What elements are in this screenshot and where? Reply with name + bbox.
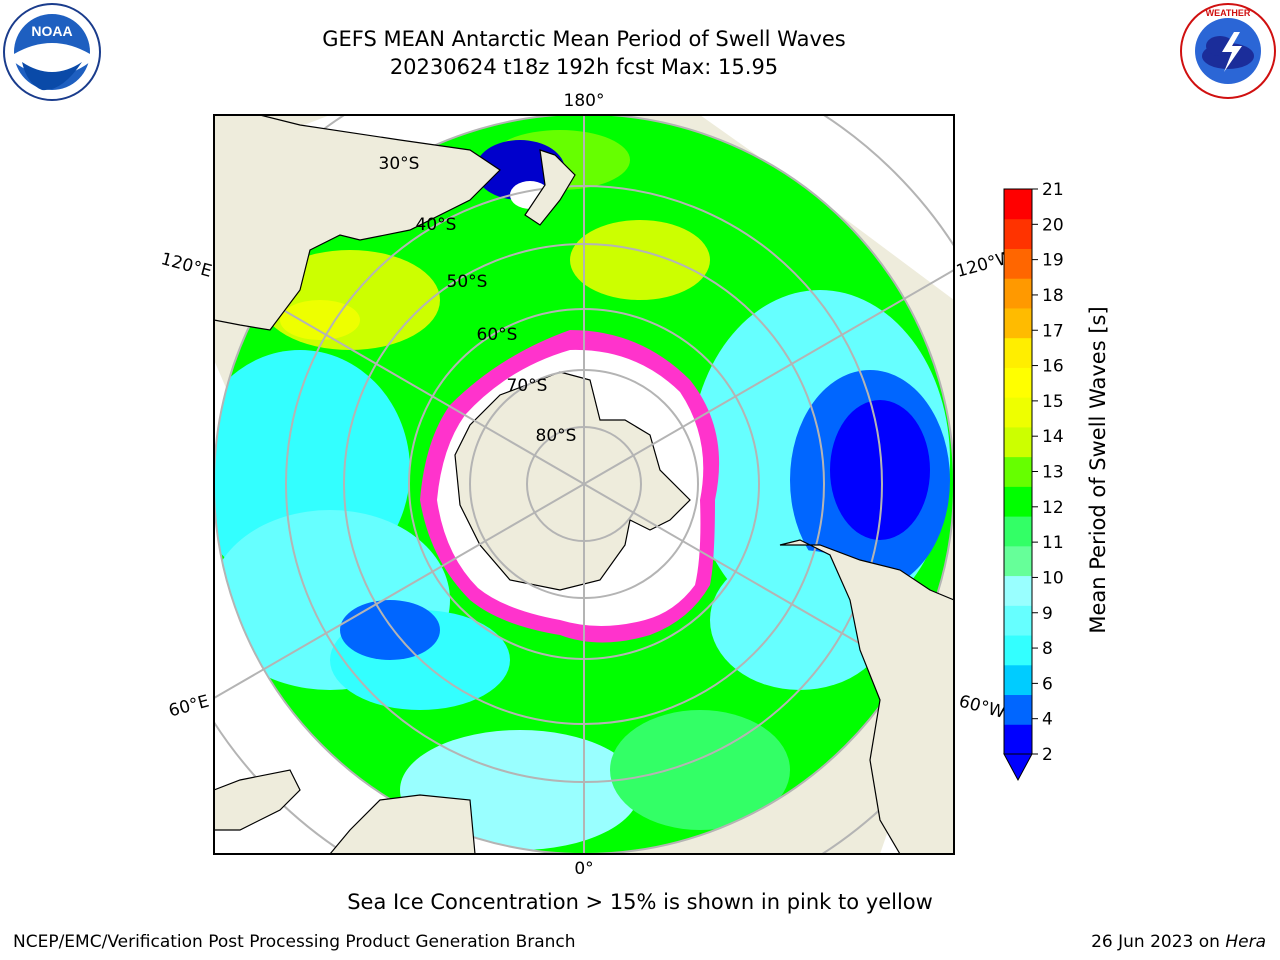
colorbar-swatch	[1004, 516, 1032, 547]
lat-label-50s: 50°S	[447, 272, 488, 292]
colorbar-tick-label: 12	[1042, 498, 1064, 518]
colorbar-swatch	[1004, 426, 1032, 458]
footer-machine: Hera	[1225, 932, 1266, 952]
colorbar-swatch	[1004, 486, 1032, 517]
colorbar-ticks: 21 20 19 18 17 16 15 14 13 12 11 10 9 8 6 4 2	[1032, 180, 1064, 765]
colorbar-tick-label: 11	[1042, 533, 1064, 553]
colorbar-swatch	[1004, 545, 1032, 577]
colorbar-tick-label: 8	[1042, 639, 1053, 659]
colorbar-label: Mean Period of Swell Waves [s]	[1086, 306, 1110, 634]
lon-label-120e: 120°E	[159, 249, 214, 282]
noaa-logo-text: NOAA	[31, 23, 72, 39]
continents	[214, 115, 954, 854]
lat-label-30s: 30°S	[379, 154, 420, 174]
footer-date: 26 Jun 2023 on Hera	[1091, 932, 1266, 952]
nws-logo: WEATHER	[1180, 3, 1276, 99]
colorbar-tick-label: 14	[1042, 427, 1064, 447]
colorbar-swatch	[1004, 694, 1032, 725]
colorbar-tick-label: 19	[1042, 251, 1064, 271]
sea-ice-note: Sea Ice Concentration > 15% is shown in …	[347, 890, 933, 914]
colorbar-tick-label: 21	[1042, 180, 1064, 200]
title-line2: 20230624 t18z 192h fcst Max: 15.95	[389, 55, 779, 79]
colorbar-swatch	[1004, 635, 1032, 666]
colorbar-tick-label: 10	[1042, 568, 1064, 588]
colorbar-swatch	[1004, 367, 1032, 398]
colorbar-swatch	[1004, 575, 1032, 606]
colorbar-tick-label: 6	[1042, 674, 1053, 694]
colorbar-swatch	[1004, 189, 1032, 220]
colorbar-tick-label: 13	[1042, 463, 1064, 483]
colorbar-swatch	[1004, 337, 1032, 368]
colorbar-swatches	[1003, 188, 1033, 782]
map-frame	[213, 114, 955, 855]
colorbar-tick-label: 16	[1042, 357, 1064, 377]
colorbar-tick-label: 9	[1042, 604, 1053, 624]
colorbar: 21 20 19 18 17 16 15 14 13 12 11 10 9 8 6 4 2	[1003, 180, 1064, 782]
colorbar-extend-triangle	[1003, 753, 1033, 782]
colorbar-tick-label: 15	[1042, 392, 1064, 412]
colorbar-swatch	[1004, 307, 1032, 339]
colorbar-swatch	[1004, 456, 1032, 487]
colorbar-tick-label: 20	[1042, 215, 1064, 235]
colorbar-swatch	[1004, 218, 1032, 249]
lat-label-60s: 60°S	[477, 325, 518, 345]
lat-label-80s: 80°S	[536, 426, 577, 446]
colorbar-swatch	[1004, 605, 1032, 636]
colorbar-tick-label: 18	[1042, 286, 1064, 306]
colorbar-swatch	[1004, 397, 1032, 428]
colorbar-tick-label: 17	[1042, 321, 1064, 341]
noaa-logo: NOAA	[3, 3, 101, 101]
title-line1: GEFS MEAN Antarctic Mean Period of Swell…	[322, 27, 846, 51]
lat-label-70s: 70°S	[507, 376, 548, 396]
colorbar-swatch	[1004, 664, 1032, 696]
lat-label-40s: 40°S	[416, 215, 457, 235]
svg-text:WEATHER: WEATHER	[1206, 8, 1251, 18]
colorbar-tick-label: 2	[1042, 745, 1053, 765]
antarctica	[454, 371, 691, 591]
colorbar-swatch	[1004, 724, 1032, 755]
lon-label-60e: 60°E	[167, 692, 212, 722]
footer-credit: NCEP/EMC/Verification Post Processing Pr…	[13, 932, 576, 952]
colorbar-swatch	[1004, 278, 1032, 309]
footer-date-text: 26 Jun 2023 on	[1091, 932, 1226, 952]
lon-label-0: 0°	[574, 859, 593, 879]
colorbar-swatch	[1004, 248, 1032, 279]
colorbar-tick-label: 4	[1042, 710, 1053, 730]
lon-label-180: 180°	[564, 91, 605, 111]
